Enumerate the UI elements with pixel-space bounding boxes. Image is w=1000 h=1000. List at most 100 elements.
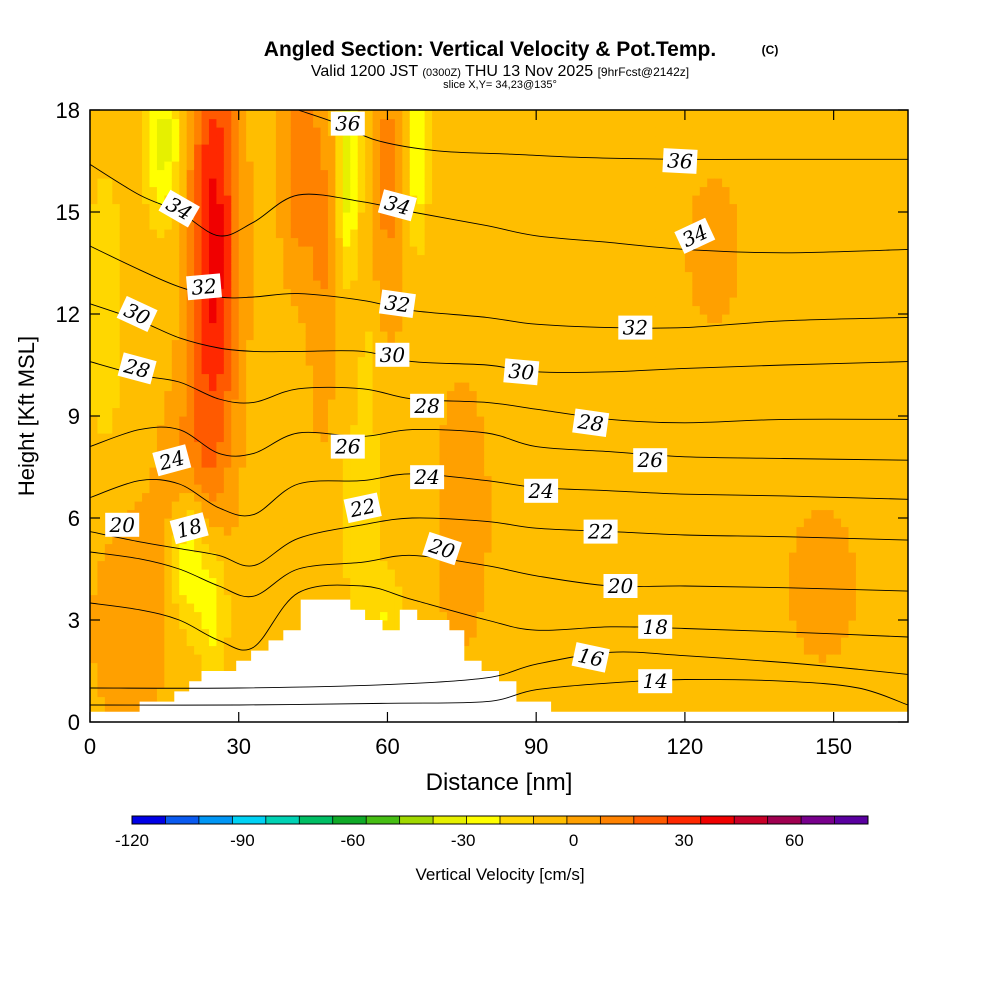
velocity-cell [357,339,366,349]
velocity-cell [261,416,270,426]
velocity-cell [313,441,322,451]
velocity-cell [439,229,448,239]
velocity-cell [290,441,299,451]
velocity-cell [164,569,173,579]
velocity-cell [186,577,195,587]
velocity-cell [194,390,203,400]
velocity-cell [528,348,537,358]
velocity-cell [142,509,151,519]
velocity-cell [595,560,604,570]
velocity-cell [216,535,225,545]
velocity-cell [476,484,485,494]
velocity-cell [171,271,180,281]
velocity-cell [372,603,381,613]
velocity-cell [327,577,336,587]
velocity-cell [164,441,173,451]
velocity-cell [134,280,143,290]
velocity-cell [558,365,567,375]
velocity-cell [327,458,336,468]
velocity-cell [506,237,515,247]
velocity-cell [588,161,597,171]
velocity-cell [543,118,552,128]
velocity-cell [446,399,455,409]
velocity-cell [565,501,574,511]
velocity-cell [432,220,441,230]
velocity-cell [327,246,336,256]
velocity-cell [558,450,567,460]
velocity-cell [268,322,277,332]
velocity-cell [551,288,560,298]
velocity-cell [194,586,203,596]
velocity-cell [499,161,508,171]
velocity-cell [216,501,225,511]
velocity-cell [357,271,366,281]
velocity-cell [261,543,270,553]
velocity-cell [528,322,537,332]
velocity-cell [201,475,210,485]
velocity-cell [513,280,522,290]
velocity-cell [394,577,403,587]
velocity-cell [558,169,567,179]
velocity-cell [499,586,508,596]
velocity-cell [372,373,381,383]
velocity-cell [142,178,151,188]
velocity-cell [536,280,545,290]
velocity-cell [394,178,403,188]
velocity-cell [171,237,180,247]
velocity-cell [164,543,173,553]
velocity-cell [290,348,299,358]
velocity-cell [551,348,560,358]
velocity-cell [327,203,336,213]
velocity-cell [335,365,344,375]
velocity-cell [454,586,463,596]
velocity-cell [417,586,426,596]
velocity-cell [90,118,99,128]
velocity-cell [313,110,322,120]
velocity-cell [112,144,121,154]
velocity-cell [179,365,188,375]
velocity-cell [417,509,426,519]
velocity-cell [506,178,515,188]
velocity-cell [491,450,500,460]
velocity-cell [253,314,262,324]
velocity-cell [469,407,478,417]
velocity-cell [246,611,255,621]
velocity-cell [446,560,455,570]
velocity-cell [104,322,113,332]
velocity-cell [216,484,225,494]
velocity-cell [588,110,597,120]
velocity-cell [565,186,574,196]
velocity-cell [380,254,389,264]
velocity-cell [499,382,508,392]
velocity-cell [491,475,500,485]
velocity-cell [208,305,218,315]
velocity-cell [513,569,522,579]
velocity-cell [588,339,597,349]
velocity-cell [424,195,433,205]
velocity-cell [119,586,128,596]
velocity-cell [513,424,522,434]
velocity-cell [313,152,322,162]
velocity-cell [261,577,270,587]
velocity-cell [142,288,151,298]
velocity-cell [104,373,113,383]
velocity-cell [179,433,188,443]
velocity-cell [461,339,470,349]
velocity-cell [350,314,359,324]
velocity-cell [104,110,113,120]
velocity-cell [536,271,545,281]
velocity-cell [327,305,336,315]
velocity-cell [491,118,500,128]
velocity-cell [573,501,582,511]
velocity-cell [499,118,508,128]
velocity-cell [365,254,374,264]
velocity-cell [246,399,255,409]
velocity-cell [551,254,560,264]
velocity-cell [476,390,485,400]
velocity-cell [201,203,210,213]
velocity-cell [104,705,113,715]
velocity-cell [506,246,515,256]
velocity-cell [580,382,589,392]
velocity-cell [484,492,493,502]
velocity-cell [432,135,441,145]
